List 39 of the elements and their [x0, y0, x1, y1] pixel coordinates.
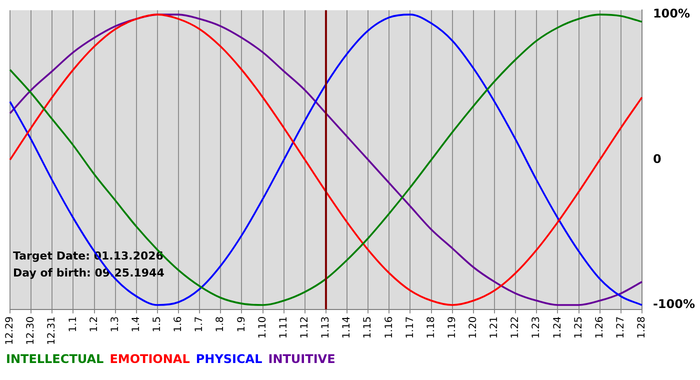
x-tick-label: 1.9 — [236, 316, 248, 332]
x-tick-label: 1.10 — [257, 316, 268, 339]
y-tick-label: 0 — [652, 152, 662, 166]
x-tick-label: 1.26 — [594, 316, 606, 339]
x-tick-label: 1.6 — [173, 316, 184, 332]
x-tick-label: 1.17 — [404, 316, 416, 339]
x-tick-label: 1.23 — [531, 316, 542, 339]
x-tick-label: 1.18 — [426, 316, 437, 339]
x-tick-label: 1.8 — [215, 316, 226, 332]
x-tick-label: 1.5 — [152, 316, 164, 332]
line-series — [9, 14, 643, 306]
x-tick-label: 1.11 — [278, 316, 290, 339]
x-tick-label: 1.15 — [362, 316, 374, 339]
x-tick-label: 1.14 — [342, 316, 353, 339]
x-tick-label: 1.27 — [615, 316, 626, 339]
x-tick-label: 1.4 — [130, 316, 142, 332]
x-tick-label: 1.24 — [552, 316, 564, 339]
x-tick-label: 12.31 — [46, 316, 58, 346]
x-tick-label: 12.29 — [4, 316, 16, 346]
y-tick-label: -100% — [652, 297, 696, 312]
x-tick-label: 1.22 — [510, 316, 522, 339]
x-tick-label: 12.30 — [26, 316, 37, 346]
x-tick-label: 1.3 — [110, 316, 121, 332]
x-tick-label: 1.7 — [194, 316, 206, 332]
x-tick-label: 1.19 — [446, 316, 458, 339]
x-tick-label: 1.1 — [68, 316, 79, 332]
x-tick-label: 1.25 — [573, 316, 584, 339]
y-tick-label: 100% — [652, 6, 690, 21]
text: EMOTIONAL — [110, 352, 190, 366]
x-tick-label: 1.2 — [88, 316, 100, 332]
x-tick-label: 1.20 — [468, 316, 480, 339]
x-tick-label: 1.12 — [300, 316, 310, 339]
x-tick-label: 1.13 — [320, 316, 332, 339]
x-tick-label: 1.28 — [636, 316, 648, 339]
x-tick-label: 1.21 — [489, 316, 500, 339]
x-tick-label: 1.16 — [384, 316, 395, 339]
text: INTELLECTUAL — [6, 352, 104, 366]
text: PHYSICAL — [196, 352, 262, 366]
text: INTUITIVE — [268, 352, 336, 366]
